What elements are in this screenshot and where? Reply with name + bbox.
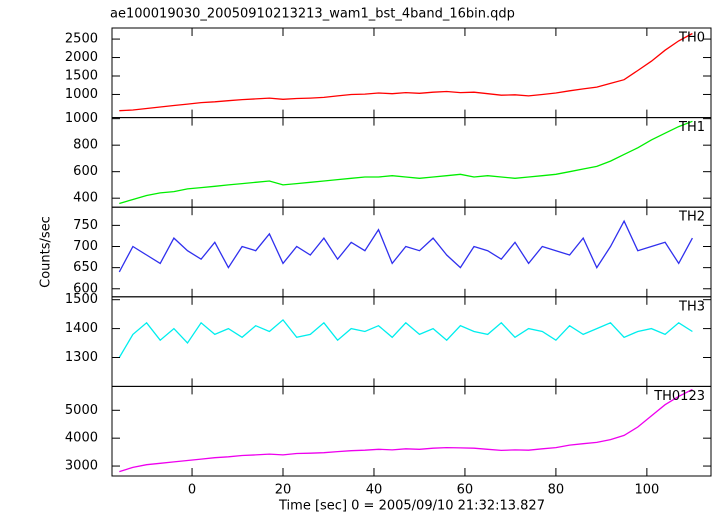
panel-label: TH0 — [678, 31, 705, 46]
panel-label: TH2 — [678, 210, 705, 225]
y-tick-label: 1300 — [65, 350, 98, 365]
chart-title: ae100019030_20050910213213_wam1_bst_4ban… — [110, 7, 515, 22]
y-tick-label: 1400 — [65, 321, 98, 336]
panel-frame — [111, 27, 712, 119]
panel-label: TH1 — [678, 120, 705, 135]
panel-frame — [111, 385, 712, 477]
x-tick-label: 40 — [366, 483, 383, 498]
data-line — [118, 318, 693, 358]
y-tick-label: 5000 — [65, 403, 98, 418]
x-tick-label: 0 — [188, 483, 196, 498]
panel-label: TH3 — [678, 299, 705, 314]
x-tick-label: 80 — [548, 483, 565, 498]
y-tick-label: 650 — [73, 260, 98, 275]
y-tick-label: 1500 — [65, 68, 98, 83]
data-line — [118, 219, 693, 273]
data-line — [119, 120, 693, 205]
y-tick-label: 750 — [73, 218, 98, 233]
panel-frame — [111, 117, 712, 208]
y-tick-label: 800 — [73, 138, 98, 153]
data-line — [119, 388, 693, 473]
y-axis-label: Counts/sec — [39, 216, 54, 288]
y-tick-label: 600 — [73, 281, 98, 296]
x-tick-label: 100 — [634, 483, 659, 498]
y-tick-label: 1000 — [65, 87, 98, 102]
x-axis-label: Time [sec] 0 = 2005/09/10 21:32:13.827 — [278, 499, 545, 514]
panel-label: TH0123 — [653, 389, 705, 404]
data-line — [119, 32, 693, 112]
y-tick-label: 4000 — [65, 431, 98, 446]
y-tick-label: 2000 — [65, 50, 98, 65]
y-tick-label: 700 — [73, 239, 98, 254]
panel-frame — [111, 296, 712, 387]
y-tick-label: 2500 — [65, 32, 98, 47]
y-tick-label: 1000 — [65, 111, 98, 126]
panel-frame — [111, 206, 712, 298]
y-tick-label: 400 — [73, 191, 98, 206]
y-tick-label: 600 — [73, 164, 98, 179]
y-tick-label: 3000 — [65, 459, 98, 474]
y-tick-label: 1500 — [65, 292, 98, 307]
x-tick-label: 60 — [457, 483, 474, 498]
x-tick-label: 20 — [275, 483, 292, 498]
